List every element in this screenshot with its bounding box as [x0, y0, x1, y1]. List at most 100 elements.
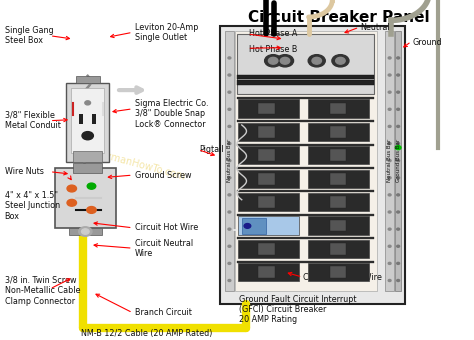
Circle shape [397, 57, 400, 59]
Text: Neutral Bus Bar: Neutral Bus Bar [227, 139, 232, 182]
Bar [329, 150, 346, 161]
Circle shape [388, 228, 391, 230]
Bar [69, 228, 102, 235]
Circle shape [87, 206, 96, 214]
Bar [237, 167, 374, 169]
Circle shape [397, 108, 400, 110]
Bar [238, 146, 299, 165]
Bar [329, 196, 346, 208]
Circle shape [228, 279, 231, 282]
Circle shape [228, 125, 231, 128]
Bar [329, 220, 346, 231]
Text: Neutral: Neutral [360, 23, 390, 32]
Text: Ground Screw: Ground Screw [135, 171, 191, 180]
Circle shape [280, 57, 290, 64]
Circle shape [397, 160, 400, 162]
Bar [237, 97, 374, 99]
Circle shape [388, 279, 391, 282]
Bar [237, 144, 374, 146]
Text: 3/8 in. Twin Screw
Non-Metallic Cable
Clamp Connector: 3/8 in. Twin Screw Non-Metallic Cable Cl… [5, 276, 80, 306]
Circle shape [397, 228, 400, 230]
Bar [235, 31, 377, 291]
Bar [238, 216, 299, 235]
Text: 3/8" Flexible
Metal Conduit: 3/8" Flexible Metal Conduit [5, 111, 61, 131]
Circle shape [264, 55, 282, 67]
Bar [238, 193, 299, 211]
Circle shape [85, 101, 91, 105]
Circle shape [397, 262, 400, 265]
Circle shape [397, 91, 400, 93]
Circle shape [397, 177, 400, 179]
Bar [237, 190, 374, 192]
Bar [329, 173, 346, 185]
Circle shape [308, 55, 325, 67]
Circle shape [312, 57, 321, 64]
Bar [329, 266, 346, 278]
Circle shape [388, 211, 391, 213]
Bar [258, 150, 274, 161]
Text: Sigma Electric Co.
3/8" Double Snap
Lock® Connector: Sigma Electric Co. 3/8" Double Snap Lock… [135, 99, 209, 129]
Text: Leviton 20-Amp
Single Outlet: Leviton 20-Amp Single Outlet [135, 22, 199, 42]
Circle shape [388, 142, 391, 144]
Circle shape [228, 108, 231, 110]
Circle shape [395, 146, 401, 150]
Bar [238, 123, 299, 141]
Circle shape [388, 245, 391, 247]
Bar [71, 88, 104, 153]
Bar [258, 266, 274, 278]
Bar [225, 31, 234, 291]
Text: HandymanHowTo.com: HandymanHowTo.com [79, 144, 186, 182]
Circle shape [332, 55, 349, 67]
Text: Neutral Bus Bar: Neutral Bus Bar [387, 139, 392, 182]
Circle shape [67, 199, 76, 206]
Circle shape [388, 160, 391, 162]
Circle shape [397, 125, 400, 128]
Text: Ground Bus Bar: Ground Bus Bar [396, 139, 401, 182]
Circle shape [79, 227, 92, 236]
Bar [309, 216, 369, 235]
Text: Hot Phase A: Hot Phase A [249, 30, 297, 38]
Circle shape [228, 177, 231, 179]
Circle shape [228, 57, 231, 59]
Text: Ground: Ground [412, 38, 442, 47]
Circle shape [228, 262, 231, 265]
Circle shape [388, 57, 391, 59]
Bar [309, 263, 369, 281]
Bar [73, 163, 102, 173]
Bar [309, 146, 369, 165]
Bar [237, 120, 374, 122]
Bar [92, 115, 96, 124]
Circle shape [228, 211, 231, 213]
Text: Circuit Breaker Panel: Circuit Breaker Panel [248, 10, 430, 25]
Circle shape [228, 194, 231, 196]
Circle shape [336, 57, 345, 64]
Text: Pigtail: Pigtail [199, 145, 224, 154]
Circle shape [228, 74, 231, 76]
Bar [329, 103, 346, 115]
Circle shape [67, 185, 76, 192]
Circle shape [228, 228, 231, 230]
Circle shape [397, 245, 400, 247]
Text: Hot Phase B: Hot Phase B [249, 45, 297, 54]
Bar [220, 26, 405, 304]
Circle shape [397, 194, 400, 196]
Circle shape [276, 55, 293, 67]
Circle shape [397, 74, 400, 76]
Bar [309, 100, 369, 118]
Text: Single Gang
Steel Box: Single Gang Steel Box [5, 26, 54, 46]
Bar [238, 170, 299, 188]
Circle shape [388, 74, 391, 76]
Circle shape [397, 142, 400, 144]
Bar [237, 260, 374, 262]
Bar [73, 151, 102, 162]
Circle shape [228, 245, 231, 247]
Bar [237, 214, 374, 216]
Text: Wire Nuts: Wire Nuts [5, 167, 44, 176]
Circle shape [228, 142, 231, 144]
Circle shape [82, 229, 89, 234]
Bar [329, 126, 346, 138]
Circle shape [228, 160, 231, 162]
Bar [238, 240, 299, 258]
Bar [258, 126, 274, 138]
Circle shape [87, 183, 96, 189]
